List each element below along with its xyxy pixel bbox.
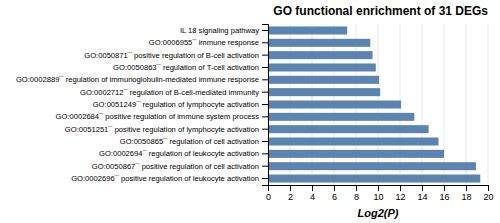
bar	[268, 100, 401, 108]
y-tick-mark	[262, 153, 268, 154]
x-tick-mark	[400, 185, 401, 191]
x-tick-label: 10	[373, 192, 383, 202]
y-axis: IL 18 signaling pathway GO:0006955¯ immun…	[16, 25, 269, 186]
x-axis: 0 2 4 6 8 10 12 14 16 18 20	[266, 185, 494, 202]
bar	[268, 113, 414, 121]
y-tick-label: IL 18 signaling pathway	[180, 26, 259, 35]
y-tick-label: GO:0051249¯ regulation of lymphocyte act…	[93, 100, 259, 109]
x-tick-mark	[488, 185, 489, 191]
y-tick-label: GO:0051251¯ positive regulation of lymph…	[65, 125, 259, 134]
x-tick: 4	[310, 185, 315, 202]
y-tick-label: GO:0050863¯ regulation of T-cell activat…	[113, 63, 259, 72]
x-tick-mark	[444, 185, 445, 191]
x-tick-label: 14	[417, 192, 427, 202]
y-tick-label: GO:0050871¯ positive regulation of B-cel…	[84, 51, 259, 60]
y-tick-mark	[262, 30, 268, 31]
y-tick-label: GO:0002694¯ regulation of leukocyte acti…	[99, 149, 259, 158]
y-tick-mark	[262, 79, 268, 80]
x-tick: 14	[417, 185, 427, 202]
grid-line	[488, 24, 489, 185]
y-tick-mark	[262, 129, 268, 130]
title: GO functional enrichment of 31 DEGs	[273, 4, 488, 18]
x-tick-label: 20	[483, 192, 493, 202]
x-tick-label: 4	[310, 192, 315, 202]
x-tick-mark	[422, 185, 423, 191]
x-axis-title: Log2(P)	[358, 207, 399, 219]
y-tick: GO:0050865¯ regulation of cell activatio…	[120, 137, 268, 146]
y-tick: GO:0002889¯ regulation of immunoglobulin…	[16, 75, 268, 84]
y-tick-mark	[262, 42, 268, 43]
y-tick: GO:0050867¯ positive regulation of cell …	[92, 162, 268, 171]
grid	[268, 24, 488, 185]
y-tick-mark	[262, 55, 268, 56]
bar	[268, 175, 480, 183]
y-tick-mark	[262, 104, 268, 105]
bar	[268, 26, 347, 34]
y-tick-label: GO:0050867¯ positive regulation of cell …	[92, 162, 259, 171]
y-tick: IL 18 signaling pathway	[180, 26, 268, 35]
y-tick-mark	[262, 116, 268, 117]
x-tick-label: 2	[288, 192, 293, 202]
y-tick: GO:0002684¯ positive regulation of immun…	[56, 112, 268, 121]
x-tick-mark	[356, 185, 357, 191]
x-tick-label: 8	[354, 192, 359, 202]
x-tick-mark	[466, 185, 467, 191]
x-tick: 10	[373, 185, 383, 202]
x-tick-label: 6	[332, 192, 337, 202]
y-tick-mark	[262, 178, 268, 179]
x-tick: 12	[395, 185, 405, 202]
grid-line	[466, 24, 467, 185]
y-tick: GO:0002694¯ regulation of leukocyte acti…	[99, 149, 268, 158]
y-tick-mark	[262, 92, 268, 93]
plot-area: 0 2 4 6 8 10 12 14 16 18 20 IL 18 signaling pathway…	[16, 24, 494, 202]
y-tick-mark	[262, 166, 268, 167]
chart: 0 2 4 6 8 10 12 14 16 18 20 IL 18 signaling pathway…	[0, 0, 500, 223]
y-tick-mark	[262, 141, 268, 142]
x-tick: 18	[461, 185, 471, 202]
y-tick: GO:0050863¯ regulation of T-cell activat…	[113, 63, 268, 72]
bars	[268, 26, 480, 182]
bar	[268, 138, 439, 146]
x-tick: 16	[439, 185, 449, 202]
x-tick-mark	[378, 185, 379, 191]
y-tick: GO:0050871¯ positive regulation of B-cel…	[84, 51, 268, 60]
grid-line	[422, 24, 423, 185]
y-tick-label: GO:0050865¯ regulation of cell activatio…	[120, 137, 259, 146]
y-tick-label: GO:0006955¯ immune response	[149, 38, 259, 47]
x-tick: 2	[288, 185, 293, 202]
y-tick: GO:0051251¯ positive regulation of lymph…	[65, 125, 268, 134]
bar	[268, 39, 370, 47]
bar	[268, 63, 376, 71]
y-tick-label: GO:0002696¯ positive regulation of leuko…	[71, 174, 259, 183]
x-tick-mark	[290, 185, 291, 191]
x-tick: 8	[354, 185, 359, 202]
x-axis-line	[269, 186, 489, 192]
y-tick: GO:0002712¯ regulation of B-cell-mediate…	[80, 88, 268, 97]
x-tick: 20	[483, 185, 493, 202]
y-tick-label: GO:0002889¯ regulation of immunoglobulin…	[16, 75, 259, 84]
x-tick-label: 16	[439, 192, 449, 202]
bar	[268, 125, 429, 133]
y-tick-label: GO:0002684¯ positive regulation of immun…	[56, 112, 260, 121]
bar	[268, 76, 379, 84]
y-tick: GO:0006955¯ immune response	[149, 38, 268, 47]
x-tick: 6	[332, 185, 337, 202]
x-tick-label: 0	[266, 192, 271, 202]
y-tick: GO:0051249¯ regulation of lymphocyte act…	[93, 100, 268, 109]
y-tick-mark	[262, 67, 268, 68]
x-tick-mark	[312, 185, 313, 191]
x-tick: 0	[266, 185, 271, 202]
bar	[268, 51, 373, 59]
y-tick: GO:0002696¯ positive regulation of leuko…	[71, 174, 268, 183]
bar	[268, 150, 444, 158]
x-tick-label: 12	[395, 192, 405, 202]
bar	[268, 88, 380, 96]
grid-line	[444, 24, 445, 185]
x-tick-mark	[334, 185, 335, 191]
bar	[268, 162, 476, 170]
y-axis-line	[262, 25, 269, 186]
x-tick-label: 18	[461, 192, 471, 202]
y-tick-label: GO:0002712¯ regulation of B-cell-mediate…	[80, 88, 259, 97]
